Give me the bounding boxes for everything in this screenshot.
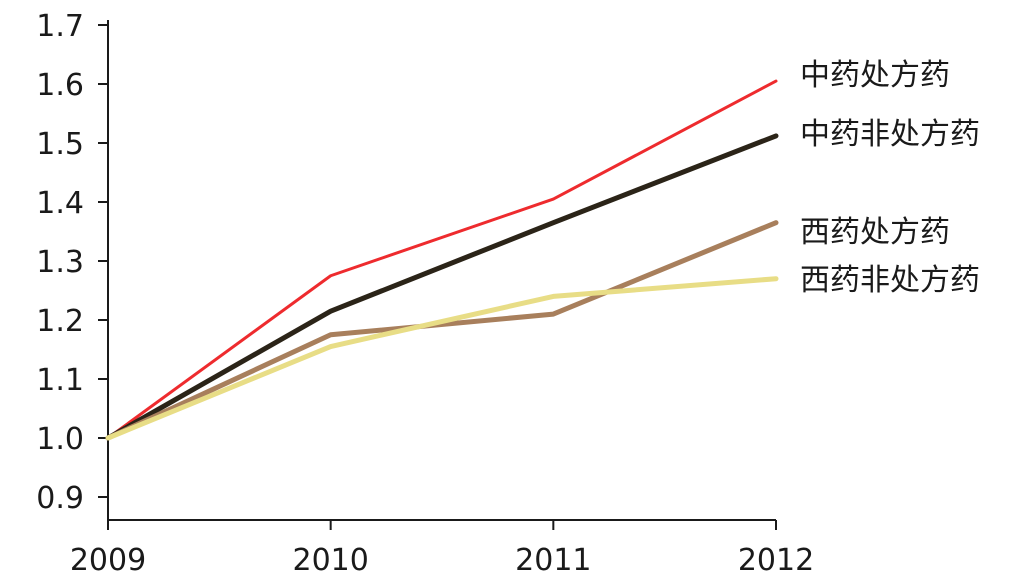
x-axis-ticks: 2009 2010 2011 2012 xyxy=(70,520,814,577)
series-lines xyxy=(105,79,779,441)
y-tick-label: 1.2 xyxy=(36,304,84,339)
y-tick-label: 1.1 xyxy=(36,363,84,398)
y-tick-label: 1.5 xyxy=(36,127,84,162)
x-tick-label: 2010 xyxy=(292,543,368,577)
series-line-western-prescription xyxy=(105,220,779,441)
series-line-tcm-otc xyxy=(105,133,779,441)
legend: 中药处方药 中药非处方药 西药处方药 西药非处方药 xyxy=(800,58,980,298)
y-tick-label: 1.0 xyxy=(36,422,84,457)
legend-label-western-otc: 西药非处方药 xyxy=(800,263,980,298)
y-tick-label: 1.6 xyxy=(36,68,84,103)
legend-label-western-prescription: 西药处方药 xyxy=(800,215,950,250)
legend-label-tcm-prescription: 中药处方药 xyxy=(800,58,950,93)
y-axis-ticks: 0.9 1.0 1.1 1.2 1.3 1.4 1.5 1.6 1.7 xyxy=(36,9,108,516)
y-tick-label: 1.3 xyxy=(36,245,84,280)
legend-label-tcm-otc: 中药非处方药 xyxy=(800,117,980,152)
y-tick-label: 0.9 xyxy=(36,481,84,516)
y-tick-label: 1.4 xyxy=(36,186,84,221)
x-tick-label: 2011 xyxy=(515,543,591,577)
series-line-tcm-prescription xyxy=(106,79,778,440)
y-tick-label: 1.7 xyxy=(36,9,84,44)
series-line-western-otc xyxy=(105,276,779,441)
x-tick-label: 2009 xyxy=(70,543,146,577)
x-tick-label: 2012 xyxy=(738,543,814,577)
